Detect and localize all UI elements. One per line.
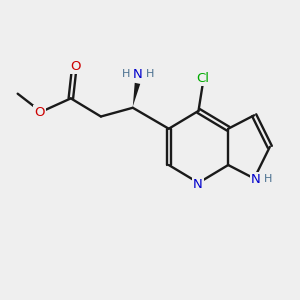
Text: O: O	[70, 60, 81, 73]
Text: H: H	[122, 69, 130, 79]
Polygon shape	[133, 83, 140, 106]
Text: O: O	[34, 106, 45, 119]
Text: N: N	[251, 173, 261, 186]
Text: Cl: Cl	[197, 71, 210, 85]
Text: N: N	[193, 178, 203, 190]
Text: H: H	[264, 174, 272, 184]
Text: N: N	[133, 68, 143, 81]
Text: H: H	[146, 69, 154, 79]
